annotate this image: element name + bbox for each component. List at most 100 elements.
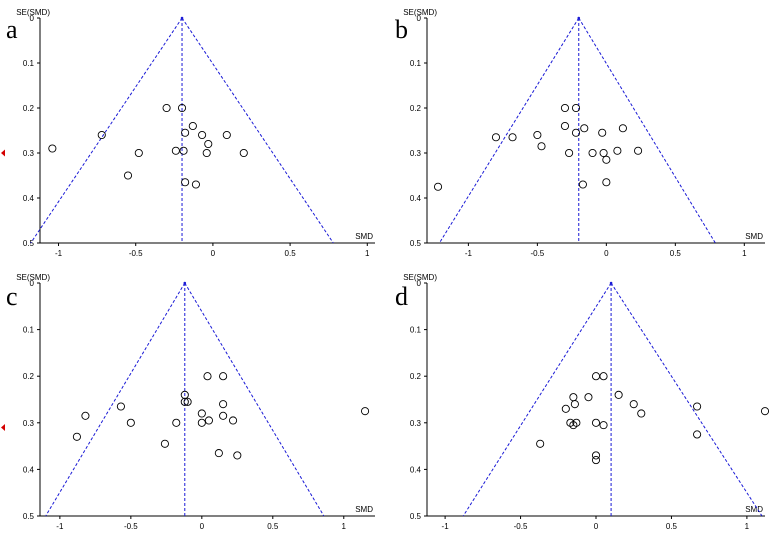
x-tick-label: 1 bbox=[745, 522, 750, 531]
x-tick-label: -1 bbox=[465, 249, 473, 258]
y-axis-title: SE(SMD) bbox=[16, 8, 50, 17]
x-tick-label: 1 bbox=[742, 249, 747, 258]
study-point bbox=[219, 411, 228, 420]
y-tick-label: 0.2 bbox=[410, 372, 422, 381]
y-tick-label: 0.3 bbox=[23, 419, 35, 428]
funnel-left-line bbox=[438, 17, 580, 244]
funnel-apex bbox=[577, 16, 581, 20]
x-tick-label: -0.5 bbox=[124, 522, 138, 531]
funnel-apex bbox=[183, 281, 187, 285]
study-point bbox=[533, 130, 542, 140]
funnel-left-line bbox=[45, 282, 186, 517]
study-point bbox=[598, 128, 607, 137]
study-point bbox=[508, 133, 517, 142]
y-tick-label: 0.5 bbox=[410, 239, 422, 248]
study-point bbox=[599, 148, 608, 158]
study-point bbox=[116, 402, 125, 411]
funnel-panel-c: cSE(SMD) SMD 0 0.1 0.2 0.3 0.4 0.5 -1 -0.5 0 0.5 1 bbox=[1, 273, 375, 531]
x-tick-label: 0 bbox=[211, 249, 216, 258]
panel-letter: d bbox=[395, 282, 408, 311]
study-point bbox=[536, 439, 545, 448]
left-edge-marker-icon bbox=[1, 423, 5, 431]
x-axis-title: SMD bbox=[355, 505, 373, 514]
x-tick-label: -0.5 bbox=[514, 522, 528, 531]
study-point bbox=[591, 372, 601, 381]
y-tick-label: 0 bbox=[30, 14, 35, 23]
x-tick-label: -1 bbox=[442, 522, 450, 531]
x-tick-label: -1 bbox=[56, 522, 64, 531]
study-point bbox=[560, 121, 570, 131]
study-point bbox=[629, 400, 638, 409]
study-point bbox=[569, 421, 578, 430]
study-point bbox=[126, 418, 135, 427]
study-point bbox=[570, 400, 579, 409]
study-point bbox=[591, 418, 601, 427]
study-point bbox=[171, 146, 180, 155]
left-edge-marker-icon bbox=[1, 149, 5, 157]
y-tick-label: 0.5 bbox=[23, 512, 35, 521]
study-point bbox=[48, 144, 57, 153]
study-point bbox=[72, 432, 81, 441]
panel-letter: a bbox=[6, 15, 18, 44]
study-point bbox=[222, 130, 231, 140]
funnel-right-line bbox=[610, 282, 763, 517]
y-tick-label: 0.4 bbox=[410, 194, 422, 203]
study-point bbox=[198, 130, 207, 140]
x-tick-label: 0.5 bbox=[267, 522, 279, 531]
y-tick-label: 0.4 bbox=[23, 194, 35, 203]
study-point bbox=[491, 133, 501, 142]
study-point bbox=[204, 139, 213, 149]
study-point bbox=[602, 155, 611, 164]
x-tick-label: -1 bbox=[55, 249, 63, 258]
study-point bbox=[565, 148, 574, 158]
y-tick-label: 0.2 bbox=[410, 104, 422, 113]
y-tick-label: 0.2 bbox=[23, 104, 35, 113]
panel-letter: b bbox=[395, 15, 408, 44]
study-point bbox=[219, 372, 228, 381]
study-point bbox=[81, 411, 90, 420]
y-axis-title: SE(SMD) bbox=[403, 273, 437, 282]
study-point bbox=[578, 180, 587, 189]
study-point bbox=[599, 372, 608, 381]
study-point bbox=[599, 421, 608, 430]
study-point bbox=[433, 182, 443, 191]
study-point bbox=[181, 128, 190, 137]
study-point bbox=[160, 439, 169, 448]
y-tick-label: 0.1 bbox=[23, 326, 35, 335]
study-point bbox=[569, 393, 578, 402]
y-tick-label: 0 bbox=[417, 279, 422, 288]
study-point bbox=[561, 404, 570, 413]
study-point bbox=[177, 103, 187, 113]
x-tick-label: -0.5 bbox=[129, 249, 143, 258]
study-point bbox=[591, 456, 601, 465]
y-tick-label: 0.1 bbox=[410, 326, 422, 335]
study-point bbox=[179, 146, 188, 155]
study-point bbox=[580, 124, 589, 133]
study-point bbox=[229, 416, 238, 425]
y-tick-label: 0 bbox=[30, 279, 35, 288]
study-point bbox=[181, 178, 190, 187]
y-tick-label: 0.5 bbox=[23, 239, 35, 248]
y-tick-label: 0.5 bbox=[410, 512, 422, 521]
y-axis-title: SE(SMD) bbox=[16, 273, 50, 282]
study-point bbox=[239, 148, 248, 158]
study-point bbox=[614, 390, 623, 399]
study-point bbox=[180, 397, 189, 406]
study-point bbox=[219, 400, 228, 409]
funnel-apex bbox=[180, 16, 184, 20]
study-point bbox=[191, 180, 200, 189]
study-point bbox=[188, 121, 197, 131]
study-point bbox=[97, 130, 106, 140]
funnel-panel-a: aSE(SMD) SMD 0 0.1 0.2 0.3 0.4 0.5 -1 -0.5 0 0.5 1 bbox=[1, 8, 375, 258]
study-point bbox=[693, 430, 702, 439]
study-point bbox=[203, 372, 212, 381]
study-point bbox=[584, 393, 593, 402]
y-tick-label: 0.1 bbox=[23, 59, 35, 68]
x-axis-title: SMD bbox=[745, 232, 763, 241]
x-tick-label: 0.5 bbox=[285, 249, 297, 258]
funnel-panel-b: bSE(SMD) SMD 0 0.1 0.2 0.3 0.4 0.5 -1 -0.5 0 0.5 1 bbox=[395, 8, 765, 258]
x-tick-label: 1 bbox=[365, 249, 370, 258]
study-point bbox=[134, 148, 143, 158]
study-point bbox=[602, 178, 611, 187]
